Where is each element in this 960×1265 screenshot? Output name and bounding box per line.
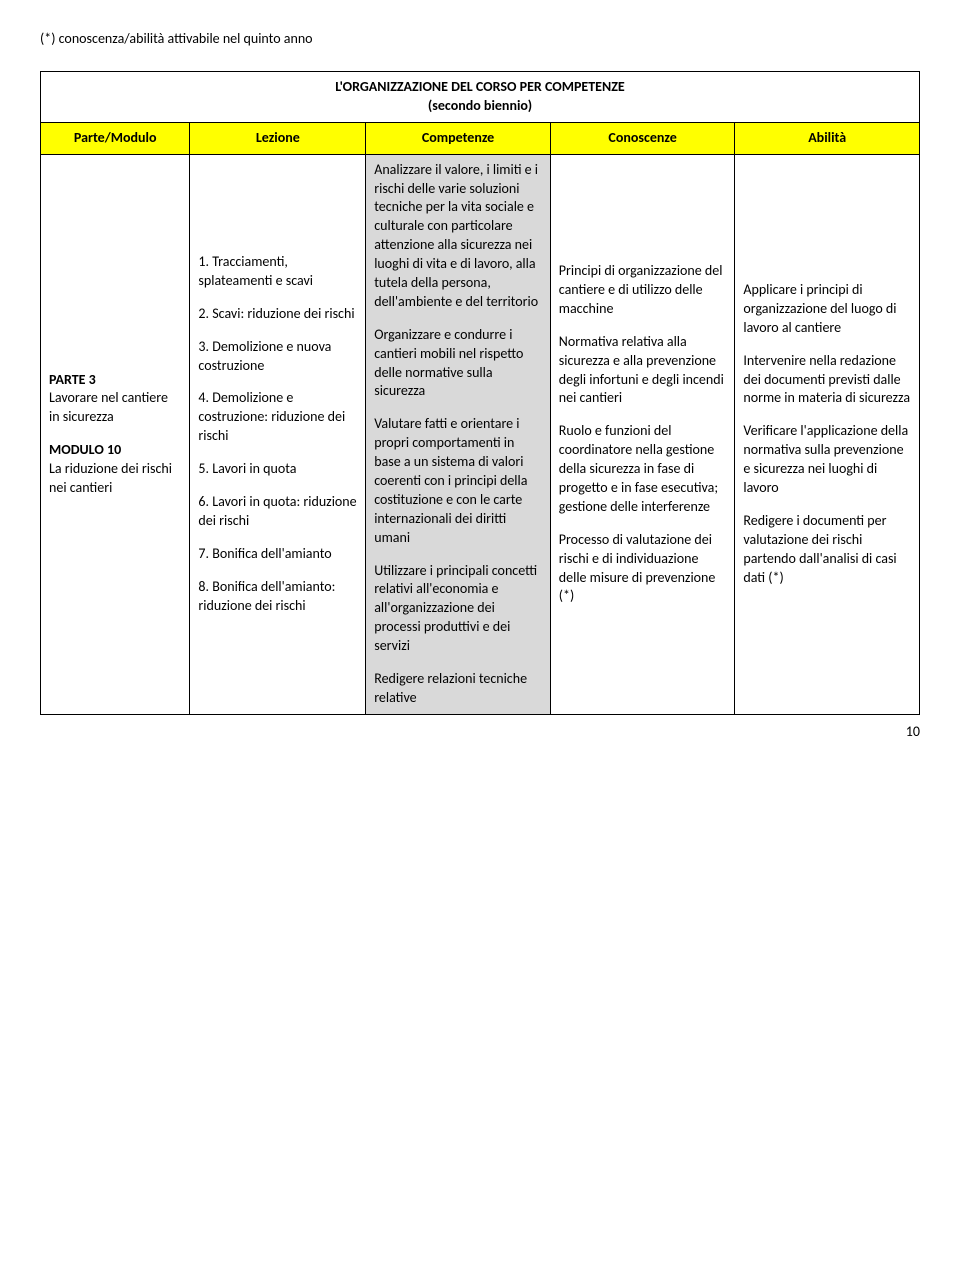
conoscenze-4: Processo di valutazione dei rischi e di … [559,531,727,607]
course-table: L'ORGANIZZAZIONE DEL CORSO PER COMPETENZ… [40,71,920,715]
parte-text: Lavorare nel cantiere in sicurezza [49,389,168,425]
header-abilita: Abilità [735,122,920,154]
lezione-2: 2. Scavi: riduzione dei rischi [198,305,357,324]
header-conoscenze: Conoscenze [550,122,735,154]
conoscenze-1: Principi di organizzazione del cantiere … [559,262,727,319]
header-parte: Parte/Modulo [41,122,190,154]
lezione-1: 1. Tracciamenti, splateamenti e scavi [198,253,357,291]
modulo-text: La riduzione dei rischi nei cantieri [49,460,172,496]
competenze-1: Analizzare il valore, i limiti e i risch… [374,161,542,312]
lezione-4: 4. Demolizione e costruzione: riduzione … [198,389,357,446]
header-lezione: Lezione [190,122,366,154]
competenze-3: Valutare fatti e orientare i propri comp… [374,415,542,547]
modulo-label: MODULO 10 [49,441,121,458]
lezione-8: 8. Bonifica dell'amianto: riduzione dei … [198,578,357,616]
cell-conoscenze: Principi di organizzazione del cantiere … [550,154,735,714]
lezione-5: 5. Lavori in quota [198,460,357,479]
competenze-5: Redigere relazioni tecniche relative [374,670,542,708]
abilita-2: Intervenire nella redazione dei document… [743,352,911,409]
table-subtitle: (secondo biennio) [428,97,532,114]
header-row: Parte/Modulo Lezione Competenze Conoscen… [41,122,920,154]
lezione-6: 6. Lavori in quota: riduzione dei rischi [198,493,357,531]
table-title: L'ORGANIZZAZIONE DEL CORSO PER COMPETENZ… [335,78,625,95]
cell-lezione: 1. Tracciamenti, splateamenti e scavi 2.… [190,154,366,714]
abilita-1: Applicare i principi di organizzazione d… [743,281,911,338]
lezione-3: 3. Demolizione e nuova costruzione [198,338,357,376]
cell-competenze: Analizzare il valore, i limiti e i risch… [366,154,551,714]
page-number: 10 [40,723,920,740]
cell-parte-modulo: PARTE 3 Lavorare nel cantiere in sicurez… [41,154,190,714]
conoscenze-3: Ruolo e funzioni del coordinatore nella … [559,422,727,516]
footnote-text: (*) conoscenza/abilità attivabile nel qu… [40,30,920,47]
parte-label: PARTE 3 [49,371,96,388]
header-competenze: Competenze [366,122,551,154]
cell-abilita: Applicare i principi di organizzazione d… [735,154,920,714]
lezione-7: 7. Bonifica dell'amianto [198,545,357,564]
competenze-4: Utilizzare i principali concetti relativ… [374,562,542,656]
abilita-3: Verificare l'applicazione della normativ… [743,422,911,498]
competenze-2: Organizzare e condurre i cantieri mobili… [374,326,542,402]
abilita-4: Redigere i documenti per valutazione dei… [743,512,911,588]
content-row: PARTE 3 Lavorare nel cantiere in sicurez… [41,154,920,714]
conoscenze-2: Normativa relativa alla sicurezza e alla… [559,333,727,409]
title-row: L'ORGANIZZAZIONE DEL CORSO PER COMPETENZ… [41,72,920,123]
